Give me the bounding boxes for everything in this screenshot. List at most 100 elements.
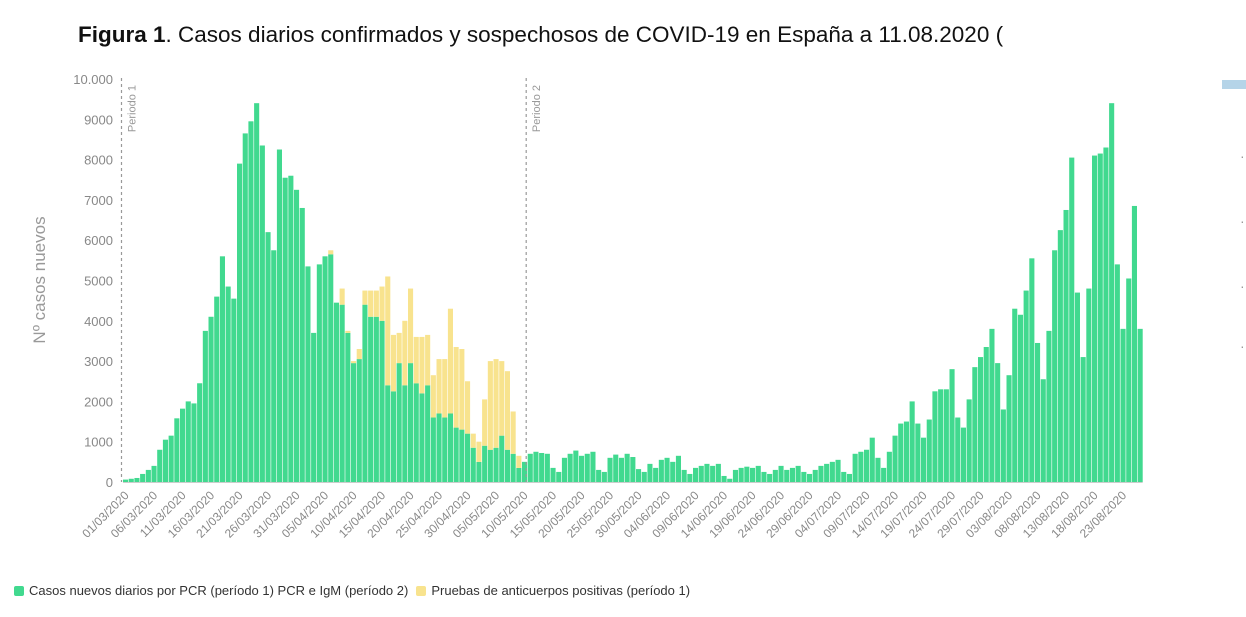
bar-pcr	[288, 175, 294, 482]
bar-pcr	[1017, 314, 1023, 482]
bar-pcr	[504, 449, 510, 482]
bar-anticuerpos	[499, 361, 505, 436]
bar-pcr	[151, 465, 157, 482]
bar-pcr	[214, 296, 220, 482]
bar-pcr	[675, 455, 681, 482]
bar-pcr	[886, 451, 892, 482]
bar-anticuerpos	[504, 371, 510, 450]
bar-pcr	[379, 320, 385, 482]
bar-pcr	[459, 429, 465, 482]
bar-pcr	[590, 451, 596, 482]
bar-pcr	[499, 435, 505, 482]
cropped-axis-mark: ·	[1240, 213, 1245, 229]
bar-pcr	[670, 461, 676, 482]
bar-pcr	[413, 383, 419, 482]
bar-pcr	[812, 469, 818, 482]
bar-pcr	[1092, 155, 1098, 482]
bar-pcr	[846, 473, 852, 482]
bar-anticuerpos	[368, 290, 374, 317]
bar-pcr	[128, 478, 134, 482]
y-tick-label: 8000	[84, 153, 113, 168]
bar-pcr	[630, 457, 636, 482]
bar-pcr	[938, 389, 944, 482]
bar-pcr	[510, 453, 516, 482]
bar-pcr	[1023, 290, 1029, 482]
bar-pcr	[818, 465, 824, 482]
bar-pcr	[1046, 330, 1052, 482]
bar-pcr	[869, 437, 875, 482]
bar-pcr	[721, 475, 727, 482]
bar-anticuerpos	[385, 276, 391, 386]
bar-pcr	[949, 369, 955, 482]
bar-pcr	[1057, 230, 1063, 482]
bar-pcr	[681, 469, 687, 482]
bar-pcr	[1109, 103, 1115, 483]
bar-pcr	[926, 419, 932, 482]
bar-pcr	[208, 316, 214, 482]
figure-label: Figura 1	[78, 22, 166, 47]
bar-pcr	[932, 391, 938, 482]
period-label: Periodo 1	[127, 85, 139, 132]
bar-pcr	[921, 437, 927, 482]
bar-pcr	[772, 469, 778, 482]
bar-pcr	[419, 393, 425, 482]
bar-pcr	[265, 232, 271, 482]
y-tick-label: 3000	[84, 354, 113, 369]
bar-pcr	[162, 439, 168, 482]
cropped-axis-mark: ·	[1240, 278, 1245, 294]
bar-pcr	[493, 447, 499, 482]
bar-pcr	[841, 471, 847, 482]
bar-pcr	[584, 453, 590, 482]
bar-pcr	[470, 447, 476, 482]
bar-anticuerpos	[419, 336, 425, 394]
bar-pcr	[573, 450, 579, 482]
bar-pcr	[305, 266, 311, 482]
bar-pcr	[824, 463, 830, 482]
bar-pcr	[704, 463, 710, 482]
bar-pcr	[180, 408, 186, 482]
bar-pcr	[875, 457, 881, 482]
legend-label-anticuerpos: Pruebas de anticuerpos positivas (períod…	[431, 583, 691, 598]
bar-pcr	[1114, 264, 1120, 482]
bar-pcr	[1080, 357, 1086, 482]
bar-pcr	[453, 427, 459, 482]
bar-pcr	[784, 469, 790, 482]
y-tick-label: 5000	[84, 274, 113, 289]
bar-pcr	[960, 427, 966, 482]
bar-pcr	[202, 330, 208, 482]
bar-pcr	[390, 391, 396, 482]
bar-pcr	[482, 445, 488, 482]
period-label: Periodo 2	[531, 85, 543, 132]
bar-pcr	[653, 467, 659, 482]
title-text: . Casos diarios confirmados y sospechoso…	[165, 22, 1004, 47]
y-tick-label: 10.000	[73, 72, 113, 87]
bar-pcr	[522, 461, 528, 482]
bar-pcr	[596, 469, 602, 482]
bar-pcr	[487, 449, 493, 482]
bar-pcr	[556, 471, 562, 482]
bar-anticuerpos	[453, 346, 459, 428]
bar-pcr	[544, 453, 550, 482]
chart-legend: Casos nuevos diarios por PCR (período 1)…	[14, 583, 698, 598]
bar-pcr	[140, 473, 146, 482]
bar-pcr	[362, 304, 368, 482]
bar-pcr	[254, 103, 260, 483]
bar-pcr	[778, 465, 784, 482]
bar-pcr	[955, 417, 961, 482]
bar-pcr	[191, 403, 197, 482]
bar-anticuerpos	[447, 308, 453, 414]
bar-pcr	[242, 133, 248, 482]
bar-pcr	[750, 467, 756, 482]
bar-pcr	[408, 363, 414, 482]
bar-pcr	[983, 346, 989, 482]
bar-pcr	[402, 385, 408, 482]
bar-pcr	[1052, 250, 1058, 482]
bar-pcr	[282, 177, 288, 483]
y-tick-label: 4000	[84, 314, 113, 329]
bar-pcr	[601, 471, 607, 482]
bar-pcr	[1006, 375, 1012, 482]
bar-pcr	[197, 383, 203, 482]
bar-pcr	[858, 451, 864, 482]
legend-item-pcr: Casos nuevos diarios por PCR (período 1)…	[14, 583, 408, 598]
